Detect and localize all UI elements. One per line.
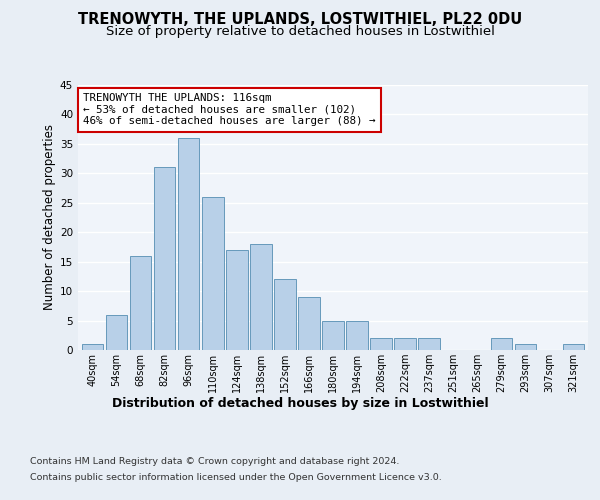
Bar <box>298 297 320 350</box>
Bar <box>250 244 272 350</box>
Bar <box>106 314 127 350</box>
Bar <box>154 168 175 350</box>
Bar <box>274 280 296 350</box>
Bar <box>322 320 344 350</box>
Text: TRENOWYTH THE UPLANDS: 116sqm
← 53% of detached houses are smaller (102)
46% of : TRENOWYTH THE UPLANDS: 116sqm ← 53% of d… <box>83 93 376 126</box>
Bar <box>346 320 368 350</box>
Text: Contains public sector information licensed under the Open Government Licence v3: Contains public sector information licen… <box>30 472 442 482</box>
Bar <box>394 338 416 350</box>
Bar <box>491 338 512 350</box>
Text: TRENOWYTH, THE UPLANDS, LOSTWITHIEL, PL22 0DU: TRENOWYTH, THE UPLANDS, LOSTWITHIEL, PL2… <box>78 12 522 28</box>
Bar <box>226 250 248 350</box>
Text: Distribution of detached houses by size in Lostwithiel: Distribution of detached houses by size … <box>112 398 488 410</box>
Bar <box>563 344 584 350</box>
Bar <box>82 344 103 350</box>
Text: Size of property relative to detached houses in Lostwithiel: Size of property relative to detached ho… <box>106 25 494 38</box>
Bar <box>515 344 536 350</box>
Bar <box>178 138 199 350</box>
Y-axis label: Number of detached properties: Number of detached properties <box>43 124 56 310</box>
Bar <box>370 338 392 350</box>
Bar <box>418 338 440 350</box>
Bar <box>130 256 151 350</box>
Text: Contains HM Land Registry data © Crown copyright and database right 2024.: Contains HM Land Registry data © Crown c… <box>30 458 400 466</box>
Bar <box>202 197 224 350</box>
